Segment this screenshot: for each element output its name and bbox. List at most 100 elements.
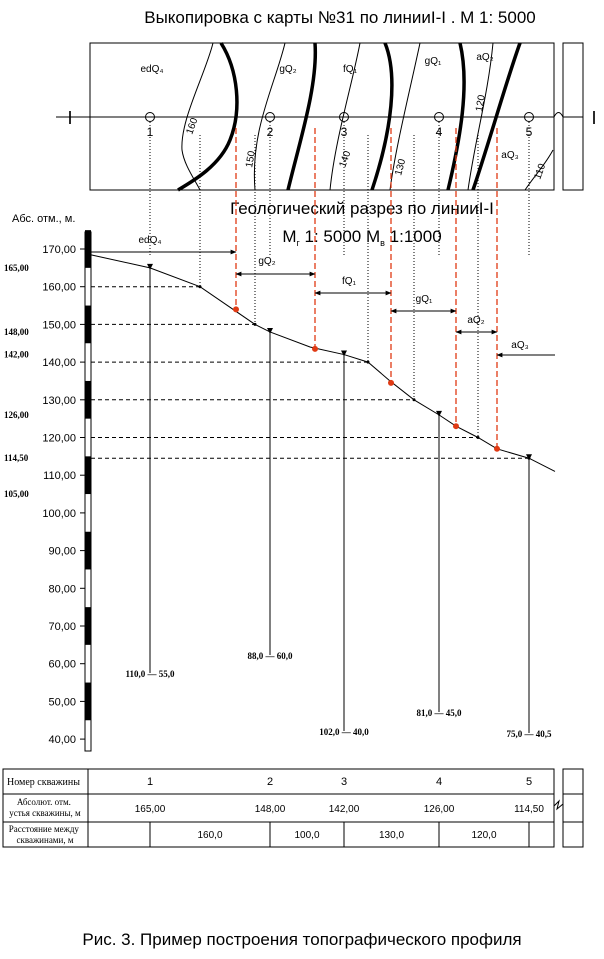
well-marker [524, 112, 534, 122]
scale-suffix: 1:1000 [390, 227, 442, 246]
well-marker [145, 112, 155, 122]
contour-label: 120 [474, 94, 488, 113]
table-elevation: 126,00 [424, 804, 455, 815]
elevation-mark: 165,00 [4, 263, 29, 273]
scale-mid: 1: 5000 М [305, 227, 381, 246]
axis-tick-label: 120,00 [42, 433, 76, 445]
boundary-gQ2-fQ1 [286, 42, 318, 191]
section-title: Геологический разрез по линииI-I [230, 199, 494, 218]
interval-label: fQ₁ [342, 276, 357, 287]
contour-labels: 160 150 140 130 120 110 [184, 94, 548, 181]
axis-title: Абс. отм., м. [12, 213, 75, 225]
interval-label: gQ₂ [258, 256, 275, 267]
stratigraphy-intervals: edQ₄ gQ₂ fQ₁ gQ₁ aQ₂ aQ₃ [91, 235, 555, 358]
table-well-number: 4 [436, 776, 442, 788]
well-head-marker [436, 410, 442, 417]
row-label-elevation: Абсолют. отм. устья скважины, м [9, 797, 81, 818]
scale-bar-segment [85, 456, 91, 495]
boundary-point [233, 306, 239, 313]
elevation-mark: 114,50 [4, 453, 29, 463]
axis-tick-label: 110,00 [43, 470, 76, 482]
contour-120 [467, 42, 494, 191]
axis-tick-label: 150,00 [42, 319, 76, 331]
table-elevation: 165,00 [135, 804, 166, 815]
break-symbol [553, 112, 564, 118]
axis-tick-label: 60,00 [48, 659, 76, 671]
elevation-mark: 142,00 [4, 350, 29, 360]
table-elevation: 114,50 [514, 804, 544, 815]
axis-tick-label: 90,00 [48, 546, 76, 558]
contour-label: 150 [244, 150, 258, 169]
table-well-number: 2 [267, 776, 273, 788]
scale-sub-g: г [297, 238, 301, 248]
axis-tick-label: 160,00 [42, 282, 76, 294]
boundary-edQ4-gQ2 [177, 42, 239, 192]
contour-140 [329, 42, 361, 191]
contour-point [366, 360, 370, 364]
well-head-marker [341, 350, 347, 357]
contour-110 [524, 149, 554, 191]
boundary-point [312, 345, 318, 352]
table-break [553, 799, 564, 811]
depth-label: 81,0 — 45,0 [417, 708, 463, 718]
row-label-distance-line: скважинами, м [16, 835, 73, 845]
map-excerpt [56, 42, 584, 192]
scale-bar-segment [85, 607, 91, 645]
boundary-point [453, 423, 459, 430]
profile [89, 128, 556, 733]
axis-tick-label: 170,00 [42, 244, 76, 256]
map-unit-label: gQ₂ [279, 64, 296, 75]
well-head-marker [267, 327, 273, 334]
scale-bar-segment [85, 380, 91, 419]
axis-tick-label: 40,00 [48, 734, 76, 746]
table-elevation: 148,00 [255, 804, 286, 815]
scale-sub-v: в [380, 238, 385, 248]
table-distance: 120,0 [471, 830, 496, 841]
axis-tick-label: 80,00 [48, 583, 76, 595]
boundary-fQ1-gQ1 [370, 42, 394, 191]
map-unit-label: aQ₂ [476, 52, 493, 63]
boundary-point [388, 379, 394, 386]
table-well-number: 1 [147, 776, 153, 788]
contour-150 [253, 42, 286, 191]
axis-tick-label: 50,00 [48, 696, 76, 708]
row-label-well-number: Номер скважины [7, 777, 80, 788]
map-unit-label: aQ₃ [501, 150, 518, 161]
scale-bar-segment [85, 305, 91, 344]
contour-160 [181, 42, 214, 191]
data-table: Номер скважины Абсолют. отм. устья скваж… [2, 768, 584, 848]
map-unit-labels: edQ₄ gQ₂ fQ₁ gQ₁ aQ₂ aQ₃ [141, 52, 519, 161]
elevation-mark: 148,00 [4, 327, 29, 337]
well-marker [339, 112, 349, 122]
interval-label: edQ₄ [139, 235, 162, 246]
boundary-gQ1-aQ2 [446, 42, 466, 191]
well-marker [434, 112, 444, 122]
map-unit-label: fQ₁ [343, 64, 358, 75]
well-marker [265, 112, 275, 122]
well-head-marker [147, 263, 153, 270]
contour-point [476, 436, 480, 439]
row-label-elevation-line: Абсолют. отм. [17, 797, 71, 807]
line-label-left: I [67, 108, 72, 128]
scale-bar-segment [85, 531, 91, 570]
depth-label: 110,0 — 55,0 [125, 669, 175, 679]
contour-label: 140 [337, 149, 353, 169]
interval-label: gQ₁ [416, 294, 433, 305]
boundary-aQ2-aQ3 [471, 42, 522, 191]
table-distance: 160,0 [197, 830, 222, 841]
map-title: Выкопировка с карты №31 по линииI-I . М … [144, 8, 536, 27]
table-distance: 130,0 [379, 830, 404, 841]
depth-label: 102,0 — 40,0 [319, 727, 369, 737]
axis-tick-label: 70,00 [48, 621, 76, 633]
map-wells: 12345 [145, 112, 534, 255]
table-frame [2, 768, 555, 848]
line-label-right: I [591, 108, 596, 128]
scale-prefix: М [282, 227, 296, 246]
contour-label: 130 [393, 157, 408, 176]
elevation-mark: 126,00 [4, 410, 29, 420]
table-frame-stub [562, 768, 584, 848]
contour-label: 110 [532, 162, 548, 181]
figure-caption: Рис. 3. Пример построения топографическо… [82, 930, 522, 949]
interval-label: aQ₃ [511, 340, 528, 351]
